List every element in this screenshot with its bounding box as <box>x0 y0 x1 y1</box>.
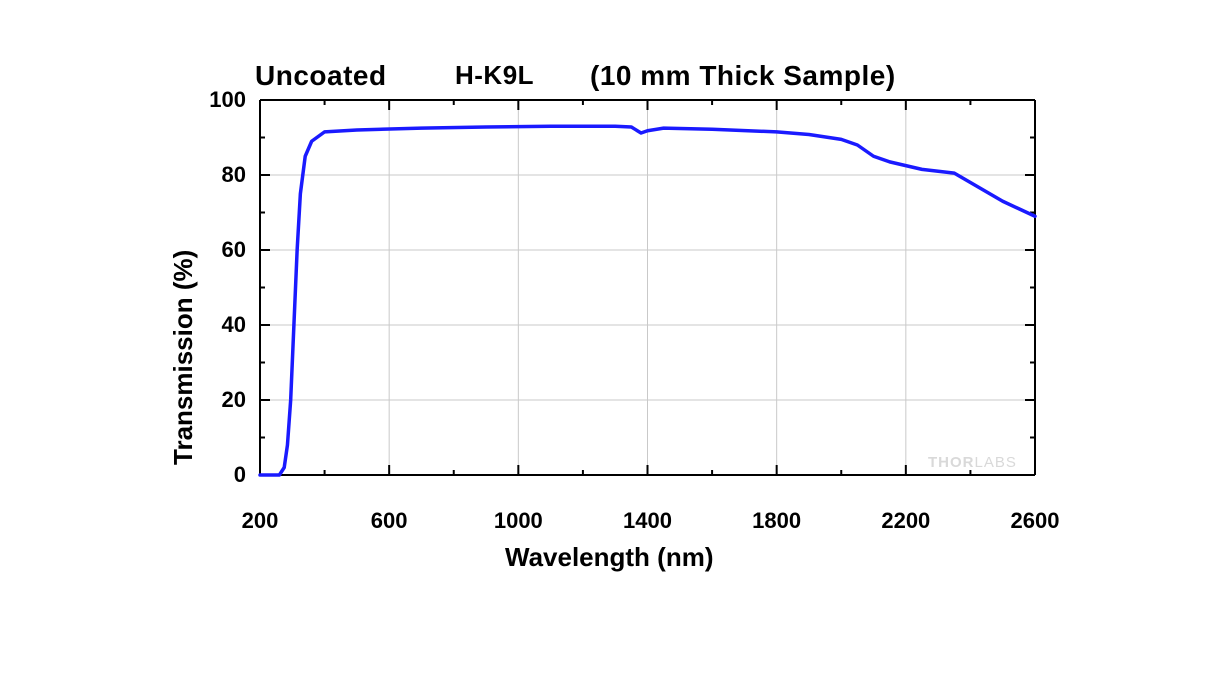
chart-stage: Uncoated H-K9L (10 mm Thick Sample) Tran… <box>0 0 1206 683</box>
y-tick-label: 60 <box>0 237 246 263</box>
y-tick-label: 80 <box>0 162 246 188</box>
x-tick-label: 200 <box>242 508 279 534</box>
y-tick-label: 0 <box>0 462 246 488</box>
x-tick-label: 2600 <box>1011 508 1060 534</box>
x-tick-label: 2200 <box>881 508 930 534</box>
x-tick-label: 600 <box>371 508 408 534</box>
x-tick-label: 1000 <box>494 508 543 534</box>
y-tick-label: 100 <box>0 87 246 113</box>
x-tick-label: 1800 <box>752 508 801 534</box>
y-tick-label: 40 <box>0 312 246 338</box>
x-tick-label: 1400 <box>623 508 672 534</box>
y-tick-label: 20 <box>0 387 246 413</box>
